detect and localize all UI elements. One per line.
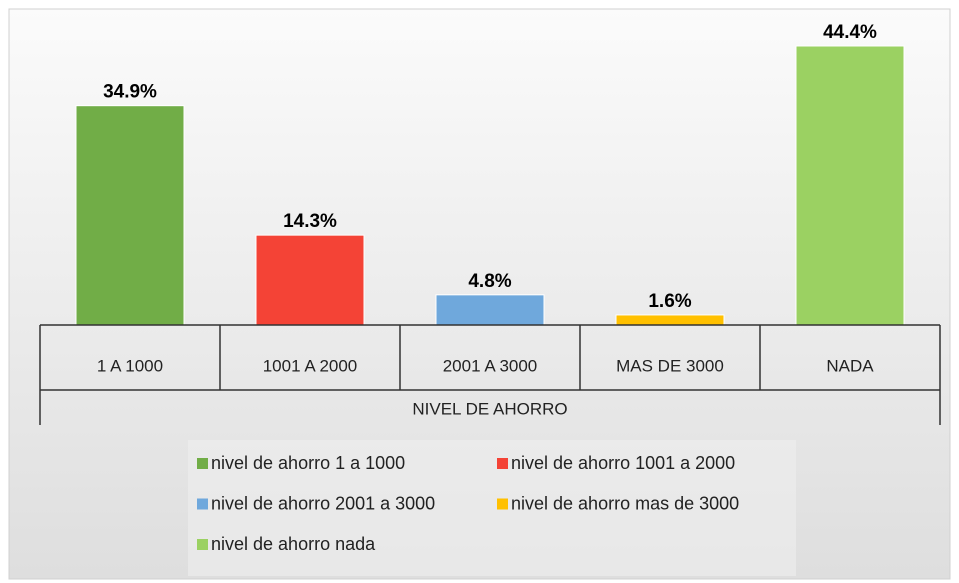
legend-swatch bbox=[497, 458, 508, 469]
legend-label: nivel de ahorro 1001 a 2000 bbox=[511, 453, 735, 473]
data-label: 34.9% bbox=[103, 82, 157, 103]
x-tick-label: MAS DE 3000 bbox=[616, 356, 724, 375]
legend-label: nivel de ahorro 1 a 1000 bbox=[211, 453, 405, 473]
legend-swatch bbox=[197, 539, 208, 550]
bar bbox=[435, 294, 545, 326]
legend-swatch bbox=[197, 498, 208, 510]
bar bbox=[75, 105, 185, 326]
data-label: 44.4% bbox=[823, 22, 877, 43]
x-tick-label: 2001 A 3000 bbox=[443, 356, 538, 375]
legend-box bbox=[188, 440, 796, 576]
x-tick-label: 1001 A 2000 bbox=[263, 356, 358, 375]
legend-label: nivel de ahorro nada bbox=[211, 534, 376, 554]
data-label: 4.8% bbox=[468, 271, 511, 292]
x-axis-title: NIVEL DE AHORRO bbox=[412, 399, 567, 418]
x-tick-label: NADA bbox=[826, 356, 874, 375]
bar bbox=[615, 314, 725, 326]
x-tick-label: 1 A 1000 bbox=[97, 356, 163, 375]
data-label: 14.3% bbox=[283, 211, 337, 232]
bar bbox=[255, 234, 365, 326]
bar bbox=[795, 45, 905, 326]
data-label: 1.6% bbox=[648, 291, 691, 312]
legend-label: nivel de ahorro 2001 a 3000 bbox=[211, 493, 435, 513]
legend-label: nivel de ahorro mas de 3000 bbox=[511, 493, 739, 513]
legend-swatch bbox=[197, 458, 208, 469]
legend-swatch bbox=[497, 498, 508, 510]
